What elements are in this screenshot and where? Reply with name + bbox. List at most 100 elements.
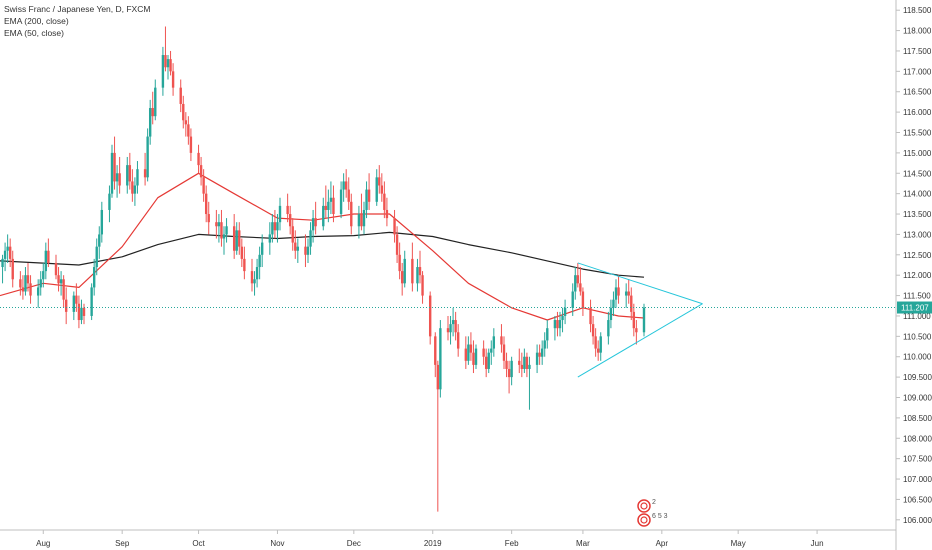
candle-body (614, 287, 618, 300)
x-tick-label: Aug (36, 539, 50, 548)
event-circle[interactable] (637, 513, 651, 527)
candle-body (309, 230, 312, 247)
candle-body (288, 214, 292, 227)
candle-body (306, 246, 310, 255)
candle-body (439, 328, 442, 390)
candle (291, 218, 294, 251)
candle (136, 161, 139, 194)
candle (627, 279, 630, 304)
candle-body (21, 287, 25, 292)
candle-body (82, 307, 86, 316)
candle (403, 250, 406, 288)
candle-body (505, 360, 508, 369)
candle (439, 320, 442, 398)
candle (271, 214, 274, 243)
time-axis[interactable]: Aug Sep Oct Nov Dec 2019 Feb Mar Apr May Jun (36, 530, 824, 548)
candle (632, 303, 636, 337)
candle-body (59, 279, 63, 284)
candle (42, 262, 45, 288)
x-tick-label: Oct (192, 539, 205, 548)
candle-body (367, 189, 371, 202)
candle (273, 209, 277, 239)
candle-body (393, 218, 396, 235)
candle (614, 279, 618, 308)
candle-body (260, 242, 264, 255)
candle (187, 116, 190, 145)
event-circle[interactable] (637, 499, 651, 513)
candle-body (518, 360, 521, 365)
x-tick-label: Nov (270, 539, 284, 548)
candle (143, 152, 147, 186)
candle (309, 222, 312, 255)
candle-body (204, 193, 208, 215)
candle-body (202, 177, 205, 194)
candle (62, 275, 65, 308)
candle-body (64, 299, 68, 312)
candle (39, 271, 42, 296)
candle-body (635, 328, 638, 333)
candle (596, 340, 600, 361)
candle-body (469, 344, 473, 353)
candle (538, 344, 541, 365)
event-inner-circle (640, 502, 648, 510)
candle (339, 181, 343, 219)
candle (395, 226, 399, 263)
candle (3, 242, 7, 272)
candle-body (62, 279, 65, 300)
candle-body (446, 328, 450, 333)
candle-body (271, 222, 274, 235)
price-axis[interactable]: 118.500 118.000 117.500 117.000 116.500 116.0… (896, 6, 932, 525)
candle (235, 222, 238, 255)
candle-body (492, 336, 496, 349)
candle-body (100, 209, 104, 235)
candle (436, 360, 440, 512)
candle (179, 79, 182, 113)
candle (464, 336, 468, 369)
candle (276, 214, 279, 243)
candle-body (581, 291, 585, 308)
candle (80, 299, 83, 325)
candle-body (520, 364, 524, 369)
candle (115, 165, 119, 198)
candle (591, 315, 595, 345)
candle (332, 185, 335, 223)
x-tick-label: Sep (115, 539, 130, 548)
candle (490, 340, 493, 365)
candle (375, 169, 378, 206)
candle-body (148, 108, 152, 137)
candle (118, 156, 121, 194)
candle-body (44, 250, 48, 272)
candle-body (502, 344, 506, 361)
candle-body (197, 152, 200, 166)
event-marker[interactable]: 2 (637, 499, 656, 513)
candle-body (161, 55, 165, 88)
candle-body (278, 205, 282, 223)
candle-body (449, 324, 452, 333)
candle-body (543, 340, 546, 349)
candle (311, 209, 315, 243)
candle (204, 185, 208, 223)
event-marker[interactable]: 6 5 3 (637, 513, 668, 527)
candle (523, 348, 526, 374)
candle-body (609, 307, 613, 321)
candle-body (561, 315, 564, 321)
candle-body (273, 222, 277, 231)
candle (278, 197, 282, 231)
candle (630, 287, 633, 321)
candle-body (322, 205, 325, 227)
candle (92, 258, 96, 296)
y-tick-label: 117.000 (903, 67, 932, 76)
candle (492, 328, 496, 357)
event-label: 6 5 3 (652, 513, 668, 520)
candle (535, 344, 539, 374)
candle (238, 222, 241, 255)
candle (243, 246, 246, 280)
legend-ema200: EMA (200, close) (4, 16, 69, 26)
candle (482, 340, 485, 365)
candle-body (403, 258, 406, 284)
legend: Swiss Franc / Japanese Yen, D, FXCM EMA … (4, 4, 150, 38)
candle-body (630, 295, 633, 312)
candle (133, 177, 137, 206)
